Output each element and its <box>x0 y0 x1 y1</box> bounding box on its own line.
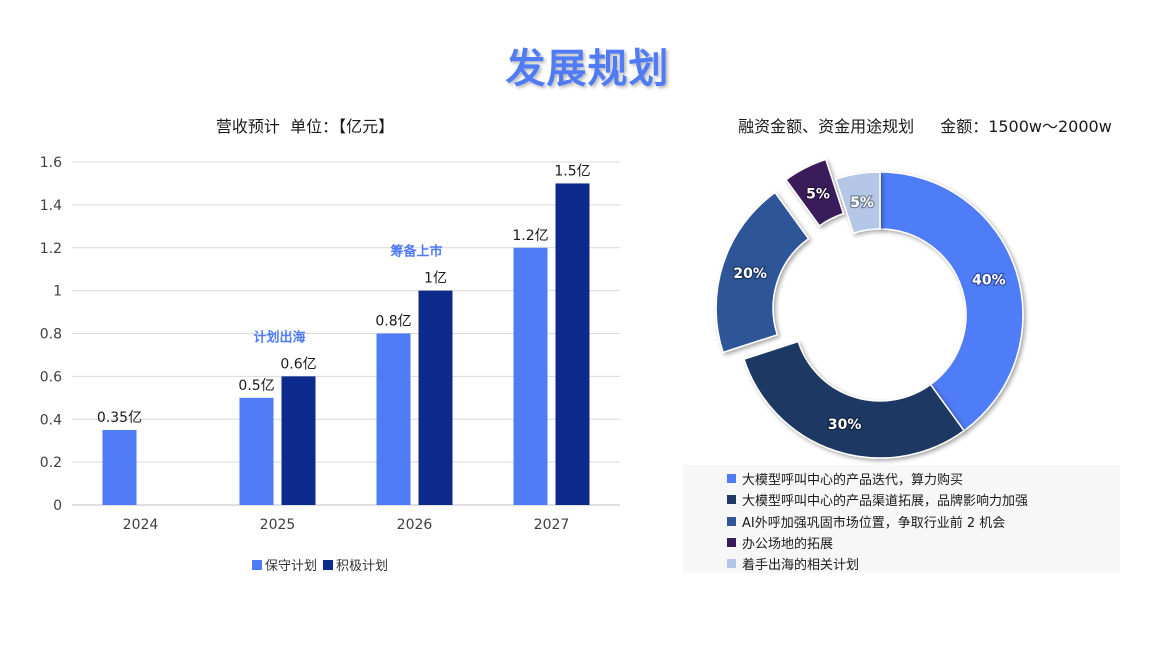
legend-label: 办公场地的拓展 <box>742 536 834 552</box>
bar-data-label: 0.5亿 <box>238 378 274 394</box>
y-tick-label: 0.4 <box>40 412 62 428</box>
donut-slice <box>834 171 881 235</box>
legend-swatch <box>727 474 736 483</box>
donut-chart-title-main: 融资金额、资金用途规划 <box>738 117 915 136</box>
bar-conservative <box>239 397 274 505</box>
bar-data-label: 1亿 <box>424 271 447 287</box>
x-tick-label: 2025 <box>260 517 296 533</box>
donut-slice <box>715 191 810 354</box>
bar-annotation: 筹备上市 <box>390 244 442 260</box>
y-tick-label: 1.2 <box>40 241 62 257</box>
legend-swatch <box>727 516 736 526</box>
bar-chart-legend: 保守计划 积极计划 <box>252 555 388 574</box>
donut-slice <box>879 171 1024 432</box>
bar-legend-item: 积极计划 <box>323 555 388 574</box>
x-tick-label: 2027 <box>534 517 570 533</box>
donut-data-label: 30% <box>828 417 862 433</box>
x-tick-label: 2024 <box>123 517 159 533</box>
y-tick-label: 1 <box>53 284 62 300</box>
donut-legend-item: AI外呼加强巩固市场位置，争取行业前 2 机会 <box>727 512 1005 531</box>
y-tick-label: 0.2 <box>40 455 62 471</box>
bar-data-label: 0.6亿 <box>280 356 316 372</box>
bar-conservative <box>513 247 548 505</box>
donut-legend-item: 大模型呼叫中心的产品迭代，算力购买 <box>727 469 963 488</box>
bar-aggressive <box>555 183 590 505</box>
legend-swatch <box>727 495 736 505</box>
legend-swatch <box>727 537 736 547</box>
bar-legend-item: 保守计划 <box>252 555 317 574</box>
donut-legend-item: 大模型呼叫中心的产品渠道拓展，品牌影响力加强 <box>727 490 1028 509</box>
x-tick-label: 2026 <box>397 517 433 533</box>
bar-chart-title-unit: 单位：【亿元】 <box>290 117 395 136</box>
bar-annotation: 计划出海 <box>253 329 305 345</box>
donut-chart-title-amount: 金额：1500w～2000w <box>940 117 1112 136</box>
page-title: 发展规划 <box>505 46 670 92</box>
bar-chart: 0 0.2 0.4 0.6 0.8 1 1.2 1.4 1.6 2024 0.35亿 2025 0.5亿… <box>40 155 620 533</box>
bar-aggressive <box>281 376 316 505</box>
y-tick-label: 0 <box>53 498 62 514</box>
y-tick-label: 1.4 <box>40 198 62 214</box>
legend-swatch <box>727 559 736 569</box>
donut-data-label: 5% <box>806 186 830 202</box>
donut-chart-legend: 大模型呼叫中心的产品迭代，算力购买大模型呼叫中心的产品渠道拓展，品牌影响力加强 A… <box>683 465 1120 573</box>
legend-label: 大模型呼叫中心的产品迭代，算力购买 <box>742 473 964 488</box>
bar-data-label: 0.8亿 <box>375 314 411 330</box>
y-tick-label: 1.6 <box>40 155 62 171</box>
bar-data-label: 1.2亿 <box>512 228 548 244</box>
legend-label: AI外呼加强巩固市场位置，争取行业前 2 机会 <box>742 515 1006 531</box>
donut-slice <box>784 158 845 227</box>
bar-conservative <box>102 429 137 505</box>
legend-swatch <box>323 559 334 570</box>
legend-swatch <box>252 559 262 570</box>
donut-legend-item: 着手出海的相关计划 <box>727 554 859 573</box>
legend-label: 着手出海的相关计划 <box>742 558 860 574</box>
donut-data-label: 20% <box>733 266 767 282</box>
donut-slice <box>743 340 966 459</box>
legend-label: 保守计划 <box>265 559 318 574</box>
donut-data-label: 40% <box>972 273 1006 289</box>
bar-aggressive <box>418 290 453 505</box>
y-tick-label: 0.8 <box>40 327 62 343</box>
bar-chart-title-main: 营收预计 <box>215 117 280 136</box>
legend-label: 积极计划 <box>336 559 389 574</box>
donut-data-label: 5% <box>850 195 874 211</box>
bar-data-label: 0.35亿 <box>97 410 142 426</box>
bar-chart-title: 营收预计 单位：【亿元】 <box>150 113 460 137</box>
y-tick-label: 0.6 <box>40 369 62 385</box>
bar-conservative <box>376 333 411 505</box>
donut-legend-item: 办公场地的拓展 <box>727 533 833 552</box>
bar-data-label: 1.5亿 <box>554 163 590 179</box>
legend-label: 大模型呼叫中心的产品渠道拓展，品牌影响力加强 <box>742 494 1029 510</box>
donut-chart-title: 融资金额、资金用途规划 金额：1500w～2000w <box>690 113 1160 137</box>
donut-chart: 40% 30% 20% 5% 5% <box>715 158 1024 459</box>
